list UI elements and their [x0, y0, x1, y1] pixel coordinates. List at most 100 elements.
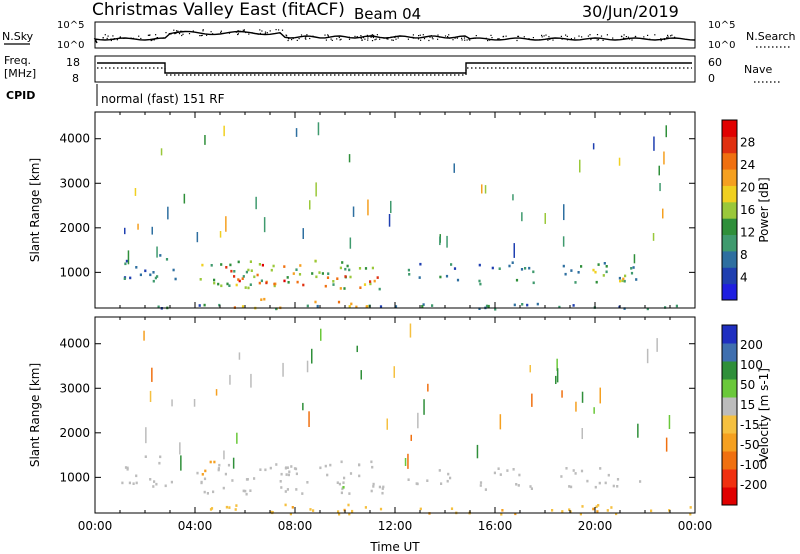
nsearch-point [528, 38, 530, 40]
freq-panel: Freq. [MHz] 18 8 60 0 Nave [4, 54, 780, 85]
velocity-colorbar: 200 100 50 15 -15 -50 -100 -200 [721, 324, 767, 506]
vel-xtick-label: 08:00 [278, 519, 313, 533]
power-cell [311, 272, 314, 275]
nsearch-point [147, 34, 149, 36]
power-cell [124, 227, 126, 235]
power-cell [602, 274, 605, 277]
nsky-label: N.Sky [2, 30, 34, 43]
nsearch-point [532, 37, 534, 39]
vel-cell [338, 482, 341, 486]
vel-cell [326, 473, 329, 477]
vel-colorbar-segment [722, 451, 737, 470]
power-cell [513, 243, 515, 258]
power-cell [219, 231, 222, 238]
power-cell [419, 262, 422, 266]
vel-cell [650, 509, 653, 513]
vel-colorbar-tick: -100 [740, 458, 767, 472]
power-cell [258, 281, 261, 285]
time-axis-label: Time UT [369, 540, 420, 554]
nsearch-point [235, 31, 237, 33]
power-cell [159, 254, 162, 257]
vel-cell [568, 508, 571, 511]
nsearch-point [251, 32, 253, 34]
vel-cell [159, 455, 162, 459]
power-cell [453, 267, 457, 270]
freq-frame [94, 55, 696, 83]
vel-cell [378, 485, 381, 489]
vel-cell [501, 509, 504, 512]
nsearch-point [175, 32, 177, 34]
vel-cell [349, 472, 353, 475]
vel-cell [245, 492, 248, 496]
velocity-ylabel: Slant Range [km] [28, 363, 42, 467]
nsky-tick-bottom: 10^0 [57, 40, 84, 51]
nsearch-point [624, 37, 626, 40]
vel-colorbar-tick: 100 [740, 358, 763, 372]
vel-cell [370, 460, 373, 464]
power-cell [260, 279, 263, 283]
nsearch-point [287, 39, 289, 42]
nsearch-point [123, 37, 125, 39]
vel-cell [372, 482, 375, 486]
vel-cell [531, 393, 533, 407]
vel-cell [217, 467, 220, 470]
vel-cell [200, 480, 203, 484]
vel-cell [213, 460, 216, 464]
vel-cell [555, 375, 557, 385]
nsearch-point [647, 34, 649, 36]
nsearch-point [552, 39, 554, 41]
power-cell [314, 259, 317, 263]
vel-cell [343, 476, 346, 480]
power-cell [574, 281, 577, 284]
nsearch-point [312, 35, 314, 37]
nsearch-point [631, 39, 633, 41]
nsearch-point [464, 39, 466, 41]
power-cell [663, 151, 665, 165]
nsearch-point [266, 32, 268, 34]
vel-colorbar-segment [722, 397, 737, 416]
vel-cell [479, 484, 482, 487]
power-cell [526, 303, 529, 307]
nsearch-point [188, 33, 191, 35]
vel-cell [342, 481, 345, 484]
vel-cell [484, 488, 487, 491]
nsearch-point [339, 39, 341, 41]
vel-cell [234, 508, 237, 511]
power-cell [418, 276, 421, 279]
vel-cell [689, 512, 692, 516]
power-cell [339, 266, 342, 270]
power-cell [479, 282, 482, 286]
power-cell [350, 302, 353, 306]
power-cell [408, 273, 411, 276]
power-cell [349, 275, 352, 279]
nsearch-point [419, 34, 421, 36]
nsearch-point [248, 33, 250, 35]
nsearch-point [578, 35, 580, 37]
nsearch-point [243, 29, 245, 31]
nsearch-point [596, 34, 599, 36]
power-cell [343, 287, 346, 290]
nsearch-point [242, 29, 244, 31]
vel-cell [607, 473, 610, 477]
vel-cell [231, 479, 234, 482]
nsearch-point [180, 30, 182, 32]
vel-cell [348, 512, 351, 516]
power-heatmap [123, 122, 678, 311]
nsearch-point [220, 31, 222, 33]
vel-cell [238, 352, 241, 360]
power-cell [244, 286, 247, 289]
vel-cell [201, 473, 204, 476]
vel-cell [324, 464, 327, 468]
power-cell [263, 297, 266, 301]
nsearch-point [666, 36, 668, 39]
power-cell [129, 276, 132, 280]
nsearch-point [543, 35, 545, 37]
vel-cell [616, 478, 620, 481]
nsearch-point [387, 38, 389, 40]
power-cell [453, 163, 455, 173]
vel-cell [196, 471, 199, 475]
vel-xtick-label: 00:00 [678, 519, 713, 533]
power-cell [124, 262, 127, 266]
nsearch-point [113, 38, 115, 41]
